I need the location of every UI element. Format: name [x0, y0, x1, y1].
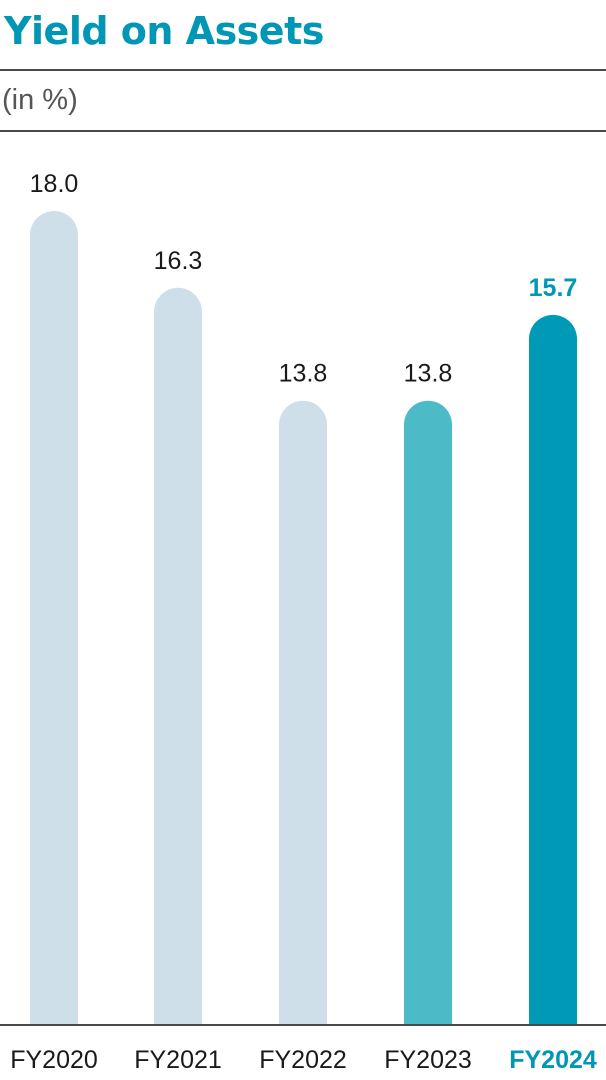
- bar-fy2022: [279, 400, 327, 1024]
- category-label-fy2024: FY2024: [509, 1046, 597, 1074]
- value-label-fy2023: 13.8: [404, 360, 453, 388]
- bar-fy2020: [30, 211, 78, 1024]
- category-label-fy2020: FY2020: [10, 1046, 98, 1074]
- top-divider: [0, 69, 606, 71]
- bar-fy2021: [154, 287, 202, 1024]
- unit-label: (in %): [2, 84, 78, 116]
- bar-fy2023: [404, 400, 452, 1024]
- category-label-fy2021: FY2021: [134, 1046, 222, 1074]
- category-label-fy2023: FY2023: [384, 1046, 472, 1074]
- category-label-fy2022: FY2022: [259, 1046, 347, 1074]
- header-divider: [0, 130, 606, 132]
- value-label-fy2021: 16.3: [154, 247, 203, 275]
- value-label-fy2022: 13.8: [279, 360, 328, 388]
- chart-title: Yield on Assets: [4, 9, 324, 53]
- value-label-fy2024: 15.7: [529, 274, 578, 302]
- value-label-fy2020: 18.0: [30, 170, 79, 198]
- bar-fy2024: [529, 314, 577, 1025]
